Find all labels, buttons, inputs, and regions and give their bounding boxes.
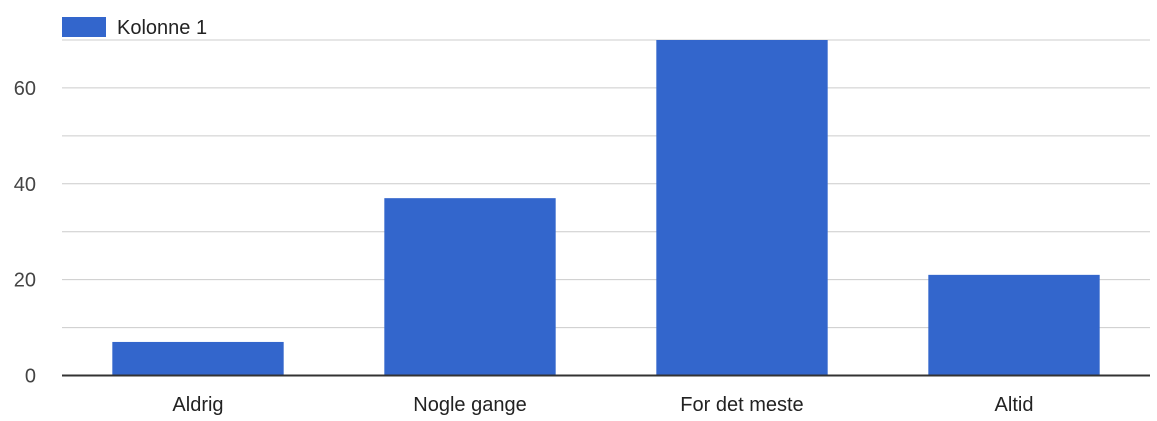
legend-swatch	[62, 17, 106, 37]
bar-for-det-meste	[656, 40, 828, 376]
legend: Kolonne 1	[62, 17, 207, 39]
x-tick-label-nogle-gange: Nogle gange	[413, 394, 526, 416]
y-tick-label-40: 40	[14, 174, 36, 196]
x-tick-label-aldrig: Aldrig	[172, 394, 223, 416]
y-tick-label-60: 60	[14, 78, 36, 100]
y-tick-label-20: 20	[14, 270, 36, 292]
gridlines	[62, 39, 1150, 329]
bar-altid	[928, 274, 1100, 376]
bar-nogle-gange	[384, 198, 556, 376]
y-tick-label-0: 0	[25, 366, 36, 388]
x-tick-label-for-det-meste: For det meste	[680, 394, 803, 416]
bars	[112, 40, 1100, 376]
x-tick-label-altid: Altid	[995, 394, 1034, 416]
bar-aldrig	[112, 341, 284, 376]
axes: 0 20 40 60 Aldrig Nogle gange For det meste Alt…	[14, 78, 1150, 416]
legend-label: Kolonne 1	[117, 17, 207, 39]
